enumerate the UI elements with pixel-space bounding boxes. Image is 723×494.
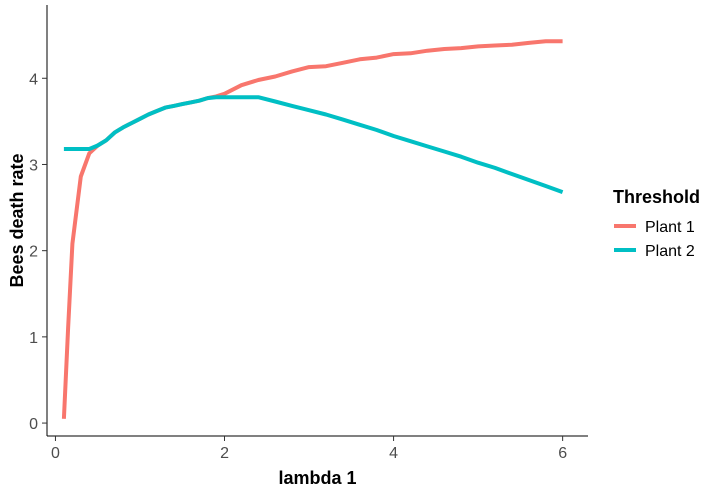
plot-area: 0 2 4 6 0 1 2 3 4 [29, 5, 588, 462]
series-line-2 [63, 95, 564, 194]
legend-label-2: Plant 2 [645, 243, 695, 260]
y-tick-label: 1 [29, 330, 38, 347]
y-axis-ticks: 0 1 2 3 4 [29, 71, 47, 433]
x-tick-label: 6 [558, 445, 567, 462]
legend-label-1: Plant 1 [645, 219, 695, 236]
y-tick-label: 0 [29, 416, 38, 433]
x-tick-label: 4 [389, 445, 398, 462]
series-layer [61, 39, 564, 419]
y-tick-label: 2 [29, 244, 38, 261]
y-tick-label: 3 [29, 157, 38, 174]
y-axis-title: Bees death rate [7, 153, 27, 287]
y-tick-label: 4 [29, 71, 38, 88]
legend: Threshold Plant 1 Plant 2 [613, 187, 700, 260]
x-axis-title: lambda 1 [278, 468, 356, 488]
legend-title: Threshold [613, 187, 700, 207]
x-axis-ticks: 0 2 4 6 [51, 436, 567, 462]
series-line-1 [61, 39, 563, 419]
legend-items: Plant 1 Plant 2 [614, 219, 695, 260]
x-tick-label: 2 [220, 445, 229, 462]
x-tick-label: 0 [51, 445, 60, 462]
